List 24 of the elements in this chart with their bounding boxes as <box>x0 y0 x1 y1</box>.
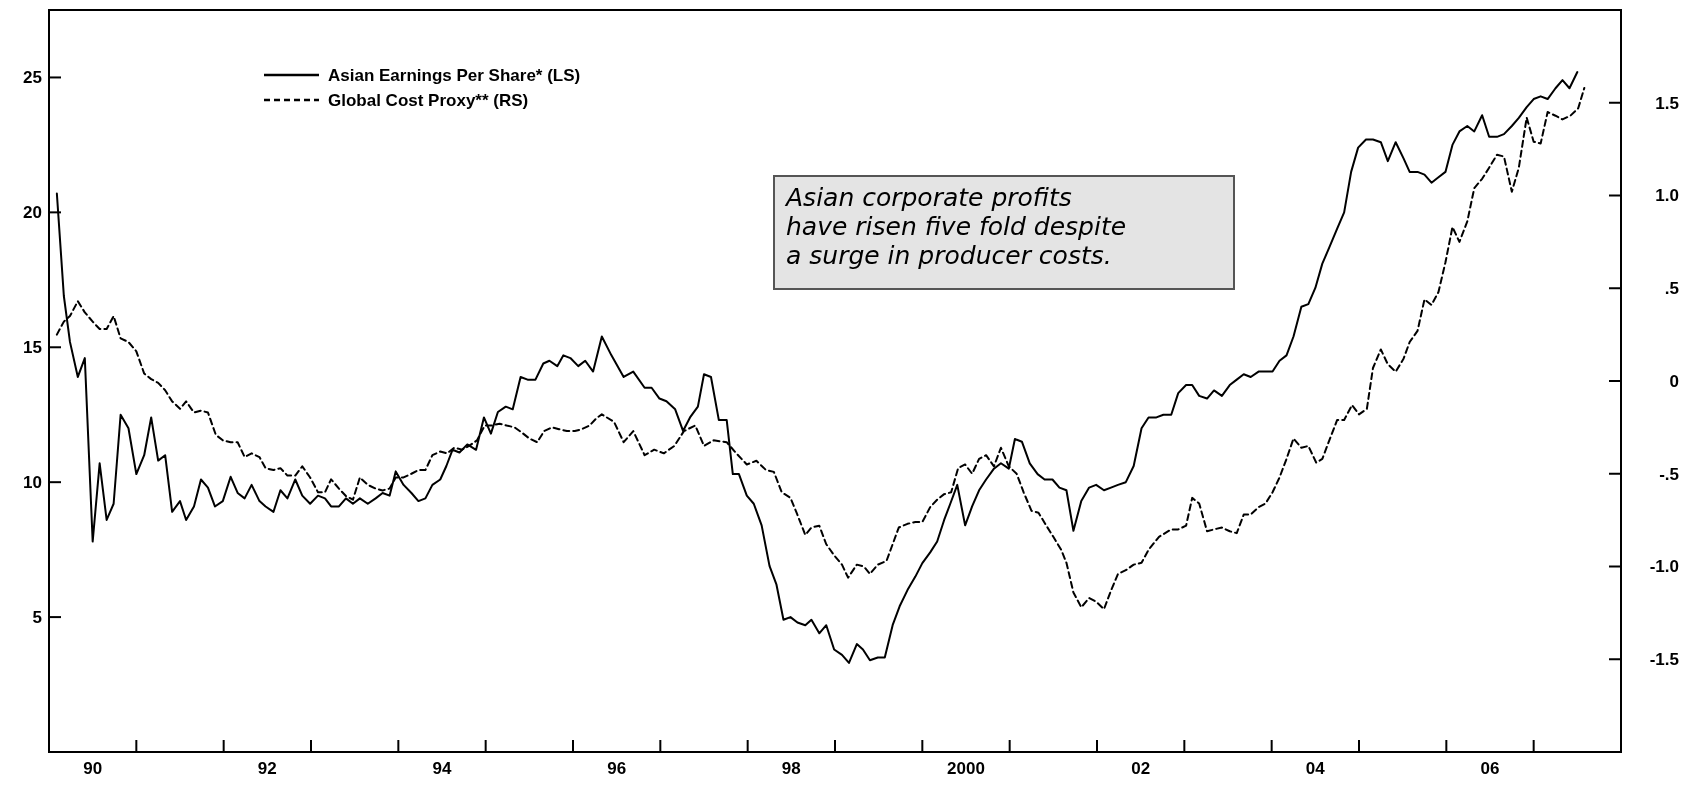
x-tick-label: 06 <box>1480 759 1500 778</box>
y2-tick-label: 1.5 <box>1655 93 1679 113</box>
y2-tick-label: 1.0 <box>1655 186 1679 206</box>
legend-label: Asian Earnings Per Share* (LS) <box>328 65 581 85</box>
x-tick-label: 02 <box>1131 759 1151 778</box>
y2-tick-label: -1.0 <box>1649 557 1679 577</box>
y2-tick-label: -1.5 <box>1649 650 1679 670</box>
y2-tick-label: 0 <box>1669 371 1679 391</box>
y-tick-label: 20 <box>23 203 42 223</box>
annotation: Asian corporate profits have risen five fold despite a surge in producer costs. <box>784 183 1127 270</box>
x-tick-label: 2000 <box>947 759 985 778</box>
y2-tick-label: .5 <box>1664 279 1679 299</box>
legend-label: Global Cost Proxy** (RS) <box>328 90 529 110</box>
x-tick-label: 96 <box>607 759 627 778</box>
y2-tick-label: -.5 <box>1659 464 1679 484</box>
x-tick-label: 98 <box>781 759 801 778</box>
y-tick-label: 5 <box>32 608 42 628</box>
y-tick-label: 25 <box>23 68 42 88</box>
y-tick-label: 10 <box>23 473 42 493</box>
x-tick-label: 04 <box>1305 759 1326 778</box>
x-tick-label: 94 <box>432 759 452 778</box>
x-tick-label: 90 <box>83 759 103 778</box>
x-tick-label: 92 <box>257 759 277 778</box>
y-tick-label: 15 <box>23 338 42 358</box>
